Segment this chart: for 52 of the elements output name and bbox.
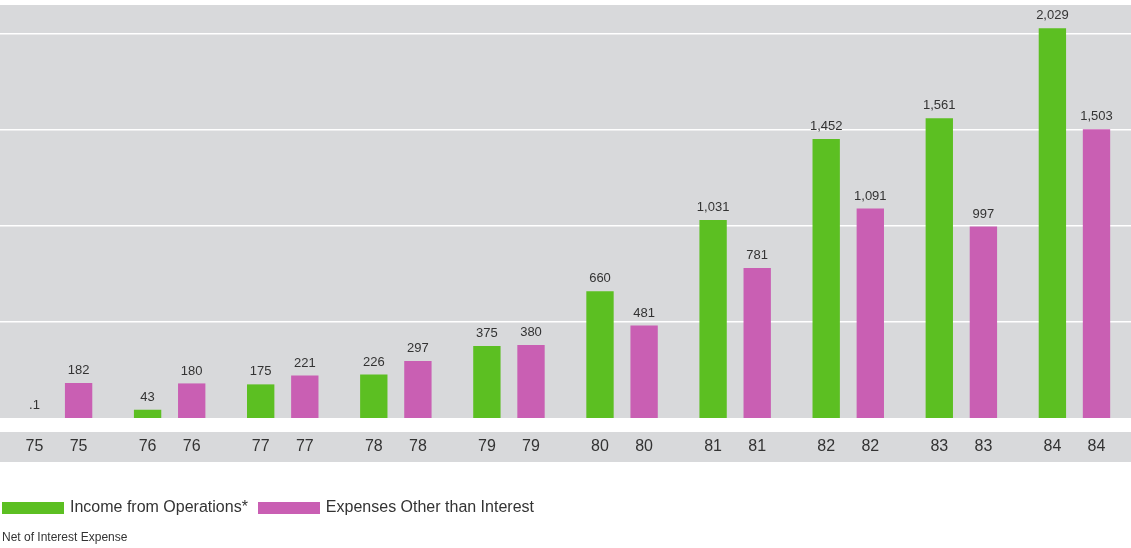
bar (856, 208, 884, 418)
x-tick-label: 76 (138, 437, 157, 455)
bar (291, 375, 319, 418)
text: Net of Interest Expense (2, 530, 128, 544)
bar (360, 374, 388, 418)
data-label: 182 (67, 362, 90, 378)
data-label: 1,031 (696, 199, 730, 215)
data-label: 997 (972, 205, 995, 221)
data-label: 1,561 (923, 97, 956, 113)
data-label: 660 (589, 270, 611, 286)
x-tick-label: 80 (591, 437, 609, 455)
bar (133, 409, 162, 418)
bar (473, 345, 501, 418)
data-label: 1,091 (854, 187, 887, 203)
data-label: 1,503 (1080, 108, 1113, 124)
bar (586, 291, 614, 418)
data-label: 380 (520, 324, 542, 340)
bar (743, 267, 771, 418)
x-tick-label: 75 (25, 437, 44, 455)
x-tick-label: 79 (478, 437, 496, 455)
bar (630, 325, 658, 418)
data-label: 297 (407, 340, 429, 356)
x-tick-label: 77 (251, 437, 270, 455)
bar (517, 345, 545, 418)
x-tick-label: 83 (930, 437, 949, 455)
data-label: 175 (249, 363, 272, 379)
x-tick-label: 78 (364, 437, 383, 455)
data-label: 1,452 (809, 118, 843, 134)
bar (178, 383, 206, 418)
data-label: 2,029 (1036, 7, 1069, 23)
data-label: 226 (362, 353, 385, 369)
x-tick-label: 82 (817, 437, 836, 455)
x-tick-label: 84 (1043, 437, 1062, 455)
data-label: 781 (746, 247, 769, 263)
data-label: 180 (180, 362, 203, 378)
bar (699, 219, 727, 418)
data-label: 375 (476, 325, 498, 341)
bar (1082, 129, 1111, 418)
data-label: 221 (293, 354, 316, 370)
data-label: 481 (633, 304, 655, 320)
bar (969, 226, 998, 418)
x-tick-label: 81 (704, 437, 723, 455)
bar (1038, 28, 1067, 418)
bar (64, 383, 93, 418)
legend-label: Expenses Other than Interest (324, 498, 534, 516)
bar (404, 360, 432, 418)
bar (247, 384, 275, 418)
legend-label: Income from Operations* (69, 498, 248, 516)
data-label: 43 (140, 388, 155, 404)
data-label: .1 (29, 397, 40, 413)
bar (925, 118, 953, 418)
bar (812, 139, 840, 418)
